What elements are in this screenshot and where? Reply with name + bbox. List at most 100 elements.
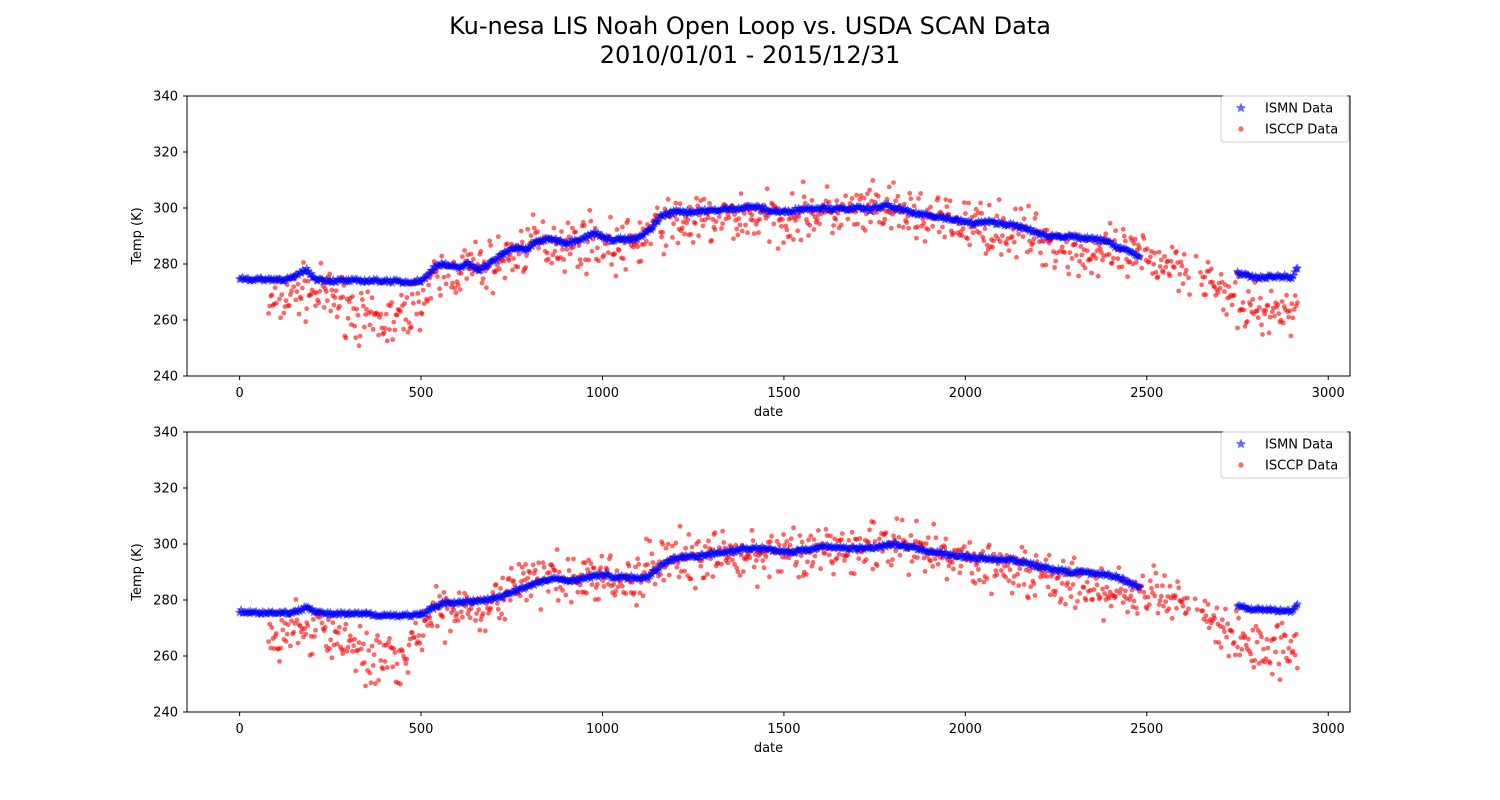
isccp-point: [608, 214, 613, 220]
isccp-point: [1288, 333, 1294, 339]
isccp-point: [623, 267, 629, 272]
isccp-point: [334, 641, 340, 647]
isccp-point: [760, 558, 766, 563]
isccp-point: [767, 239, 772, 245]
isccp-point: [851, 571, 857, 577]
isccp-point: [991, 238, 997, 244]
isccp-point: [571, 556, 576, 562]
isccp-point: [1156, 602, 1162, 607]
ismn-point: [1134, 582, 1145, 592]
ismn-point: [962, 550, 972, 560]
ismn-point: [872, 201, 882, 211]
isccp-point: [416, 299, 422, 305]
isccp-point: [504, 241, 510, 247]
isccp-point: [495, 606, 501, 612]
isccp-point: [392, 650, 398, 655]
isccp-point: [372, 681, 378, 687]
isccp-point: [380, 666, 386, 672]
isccp-point: [1026, 595, 1031, 601]
ismn-point: [757, 202, 767, 212]
ismn-point: [469, 262, 479, 272]
isccp-point: [456, 590, 462, 596]
isccp-point: [1021, 216, 1027, 222]
isccp-point: [608, 553, 613, 558]
isccp-point: [479, 280, 485, 286]
isccp-point: [611, 581, 617, 587]
isccp-point: [761, 565, 767, 571]
isccp-point: [267, 621, 273, 627]
isccp-point: [725, 560, 731, 566]
isccp-point: [561, 257, 567, 262]
isccp-point: [836, 551, 842, 557]
isccp-point: [1186, 275, 1191, 281]
isccp-point: [986, 542, 992, 548]
isccp-point: [906, 225, 912, 231]
isccp-point: [767, 574, 772, 580]
isccp-point: [1223, 606, 1228, 612]
isccp-point: [416, 633, 422, 638]
legend-marker-isccp: [1238, 126, 1244, 132]
isccp-point: [370, 326, 376, 332]
isccp-point: [583, 560, 588, 566]
isccp-point: [1224, 634, 1229, 640]
isccp-point: [433, 583, 439, 589]
isccp-point: [888, 225, 894, 231]
isccp-point: [352, 323, 357, 329]
isccp-point: [710, 574, 716, 579]
isccp-point: [696, 233, 701, 239]
isccp-point: [295, 281, 301, 287]
isccp-point: [369, 643, 375, 649]
isccp-point: [547, 570, 552, 576]
isccp-point: [330, 620, 336, 626]
isccp-point: [712, 530, 718, 535]
isccp-point: [1043, 557, 1049, 563]
isccp-point: [769, 533, 774, 539]
isccp-point: [378, 658, 384, 663]
isccp-point: [1231, 640, 1237, 645]
isccp-point: [958, 563, 964, 569]
isccp-point: [345, 644, 351, 650]
isccp-point: [1186, 606, 1191, 612]
isccp-point: [294, 289, 300, 294]
isccp-point: [870, 566, 876, 572]
isccp-point: [1109, 260, 1115, 266]
isccp-point: [1021, 582, 1027, 587]
ismn-point: [303, 602, 313, 612]
y-tick-label: 300: [153, 538, 178, 553]
isccp-point: [784, 227, 790, 233]
isccp-point: [474, 611, 479, 616]
isccp-point: [1157, 264, 1163, 269]
isccp-point: [454, 611, 460, 617]
isccp-point: [435, 274, 440, 279]
isccp-point: [620, 224, 625, 230]
isccp-point: [942, 544, 948, 550]
isccp-point: [376, 678, 381, 683]
isccp-point: [1290, 648, 1296, 654]
isccp-point: [1091, 252, 1097, 257]
isccp-point: [824, 184, 830, 190]
isccp-point: [1016, 583, 1022, 588]
isccp-point: [1278, 635, 1284, 640]
isccp-point: [1078, 244, 1084, 249]
isccp-point: [1026, 203, 1031, 209]
isccp-point: [344, 649, 350, 654]
isccp-point: [688, 232, 694, 237]
isccp-point: [1015, 571, 1020, 577]
isccp-point: [979, 211, 985, 216]
isccp-point: [540, 219, 546, 225]
isccp-point: [993, 568, 999, 573]
isccp-point: [1072, 605, 1078, 611]
x-tick-label: 1000: [586, 722, 619, 737]
isccp-point: [403, 661, 409, 666]
isccp-point: [1139, 265, 1145, 271]
y-tick-label: 280: [153, 594, 178, 609]
isccp-point: [1151, 261, 1157, 267]
isccp-point: [936, 229, 942, 235]
isccp-point: [702, 544, 708, 549]
ismn-point: [465, 595, 476, 605]
isccp-point: [1146, 259, 1152, 264]
isccp-point: [645, 222, 650, 227]
isccp-point: [528, 593, 534, 599]
isccp-point: [1259, 322, 1264, 328]
isccp-point: [390, 664, 396, 670]
